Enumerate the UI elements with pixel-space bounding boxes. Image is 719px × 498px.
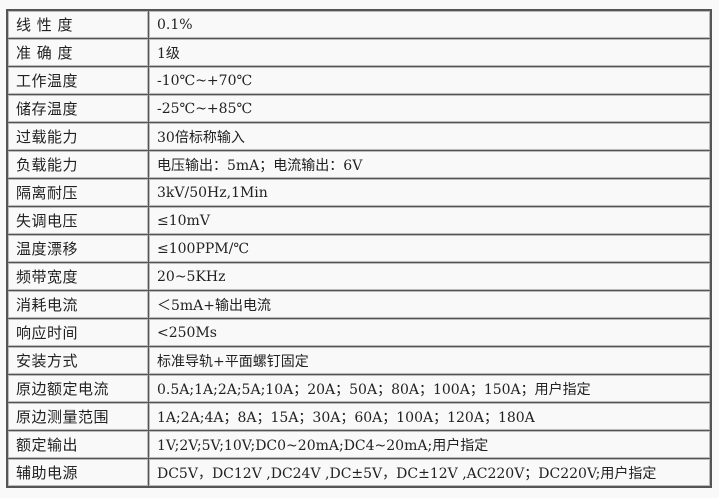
spec-label: 过载能力: [6, 122, 149, 151]
spec-value: 标准导轨+平面螺钉固定: [148, 346, 712, 375]
table-row: 失调电压 ≤10mV: [6, 206, 712, 235]
spec-value: 0.5A;1A;2A;5A;10A；20A；50A；80A；100A；150A；…: [148, 374, 712, 403]
spec-label: 安装方式: [6, 346, 149, 375]
table-row: 工作温度 -10℃~+70℃: [6, 66, 712, 95]
spec-value: 电压输出：5mA；电流输出：6V: [148, 150, 712, 179]
spec-label: 准 确 度: [6, 38, 149, 67]
spec-label: 负载能力: [6, 150, 149, 179]
spec-label: 线 性 度: [6, 9, 149, 39]
table-row: 储存温度 -25℃~+85℃: [6, 94, 712, 123]
spec-value: 1V;2V;5V;10V;DC0~20mA;DC4~20mA;用户指定: [148, 430, 712, 459]
spec-label: 辅助电源: [6, 458, 149, 488]
table-row: 响应时间 <250Ms: [6, 318, 712, 347]
spec-value: ≤100PPM/℃: [148, 234, 712, 263]
table-row: 线 性 度 0.1%: [6, 9, 712, 39]
spec-value: -10℃~+70℃: [148, 66, 712, 95]
table-row: 消耗电流 ＜5mA+输出电流: [6, 290, 712, 319]
spec-label: 温度漂移: [6, 234, 149, 263]
table-row: 负载能力 电压输出：5mA；电流输出：6V: [6, 150, 712, 179]
table-row: 原边额定电流 0.5A;1A;2A;5A;10A；20A；50A；80A；100A…: [6, 374, 712, 403]
spec-label: 消耗电流: [6, 290, 149, 319]
spec-value: 20~5KHz: [148, 262, 712, 291]
table-row: 准 确 度 1级: [6, 38, 712, 67]
spec-label: 响应时间: [6, 318, 149, 347]
table-row: 过载能力 30倍标称输入: [6, 122, 712, 151]
spec-value: 3kV/50Hz,1Min: [148, 178, 712, 207]
spec-label: 频带宽度: [6, 262, 149, 291]
spec-label: 储存温度: [6, 94, 149, 123]
spec-value: 0.1%: [148, 9, 712, 39]
spec-label: 工作温度: [6, 66, 149, 95]
spec-value: <250Ms: [148, 318, 712, 347]
spec-value: ≤10mV: [148, 206, 712, 235]
table-row: 原边测量范围 1A;2A;4A；8A；15A；30A；60A；100A；120A；…: [6, 402, 712, 431]
spec-value: DC5V，DC12V ,DC24V ,DC±5V，DC±12V ,AC220V；…: [148, 458, 712, 488]
spec-label: 额定输出: [6, 430, 149, 459]
table-row: 辅助电源 DC5V，DC12V ,DC24V ,DC±5V，DC±12V ,AC2…: [6, 458, 712, 488]
spec-label: 原边测量范围: [6, 402, 149, 431]
spec-value: -25℃~+85℃: [148, 94, 712, 123]
table-row: 安装方式 标准导轨+平面螺钉固定: [6, 346, 712, 375]
spec-value: 1级: [148, 38, 712, 67]
spec-value: 30倍标称输入: [148, 122, 712, 151]
spec-table: 线 性 度 0.1% 准 确 度 1级 工作温度 -10℃~+70℃ 储存温度 -25℃~+8…: [6, 9, 712, 488]
table-row: 额定输出 1V;2V;5V;10V;DC0~20mA;DC4~20mA;用户指定: [6, 430, 712, 459]
spec-value: ＜5mA+输出电流: [148, 290, 712, 319]
table-row: 隔离耐压 3kV/50Hz,1Min: [6, 178, 712, 207]
table-row: 频带宽度 20~5KHz: [6, 262, 712, 291]
spec-label: 失调电压: [6, 206, 149, 235]
spec-value: 1A;2A;4A；8A；15A；30A；60A；100A；120A；180A: [148, 402, 712, 431]
spec-label: 隔离耐压: [6, 178, 149, 207]
table-row: 温度漂移 ≤100PPM/℃: [6, 234, 712, 263]
spec-label: 原边额定电流: [6, 374, 149, 403]
